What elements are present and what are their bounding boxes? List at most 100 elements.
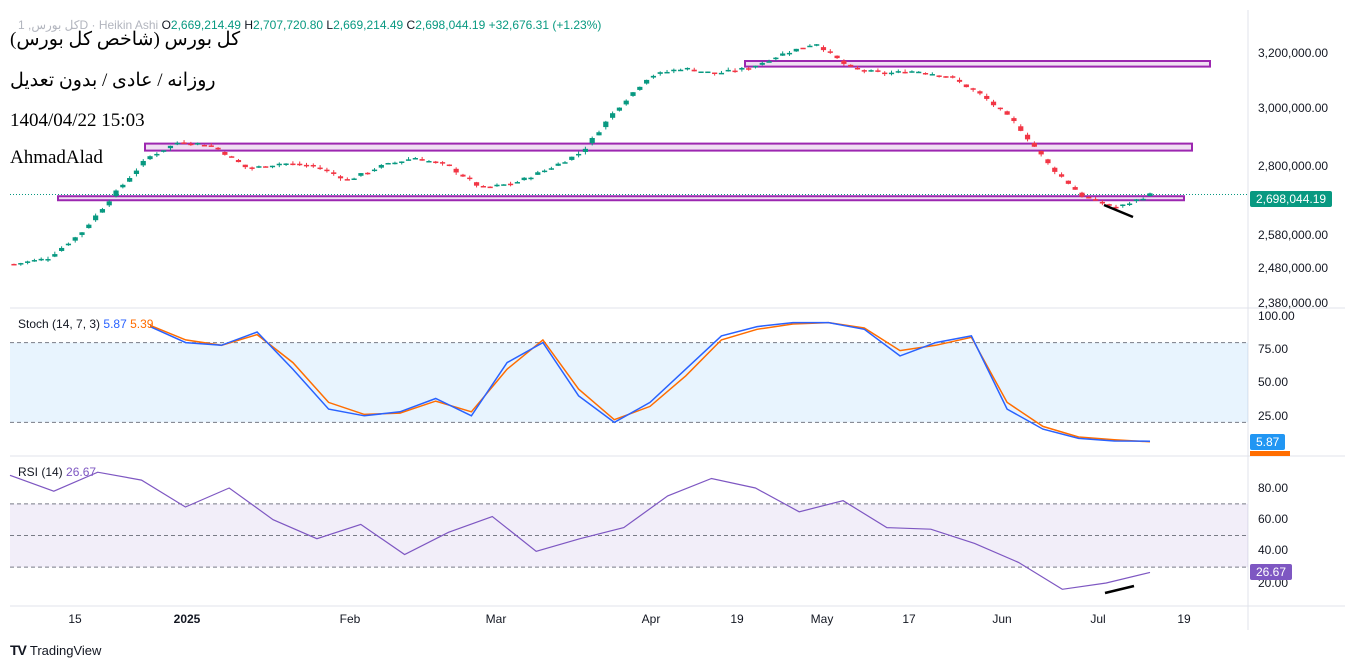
candle-body [1072,187,1078,190]
candle-body [99,209,106,213]
stoch-tick-label: 75.00 [1258,342,1288,356]
candle-body [1058,174,1065,177]
candle-body [242,164,248,168]
candle-body [528,177,534,180]
candle-body [52,254,58,257]
candle-body [834,55,840,59]
candle-body [365,172,371,175]
chart-type-label: Heikin Ashi [98,18,159,32]
candle-body [575,153,582,156]
candle-body [229,156,235,158]
candle-body [854,67,861,70]
rsi-legend: RSI (14) 26.67 [18,465,96,479]
stoch-k-line [149,321,1151,442]
symbol-label[interactable]: کل بورس, 1D [18,18,89,32]
rsi-tick-label: 80.00 [1258,481,1288,495]
high-value: 2,707,720.80 [253,18,324,32]
candle-body [956,79,963,82]
ohlc-legend: کل بورس, 1D · Heikin Ashi O2,669,214.49 … [18,18,602,32]
stoch-legend: Stoch (14, 7, 3) 5.87 5.39 [18,317,153,331]
price-tick-label: 2,380,000.00 [1258,296,1328,310]
candle-body [671,69,677,72]
candle-body [541,170,548,173]
tradingview-mark-icon: TV [10,642,27,658]
candle-body [507,183,514,186]
candle-body [535,172,541,175]
candle-body [93,215,99,221]
time-axis-label: 17 [902,612,916,626]
candle-body [405,159,412,161]
time-axis-label: Feb [340,612,361,626]
candle-body [739,67,745,70]
price-tick-label: 2,480,000.00 [1258,261,1328,275]
candle-body [1024,134,1031,140]
close-label: C [406,18,416,32]
candle-body [943,76,949,78]
candle-body [317,167,323,170]
candle-body [86,224,92,229]
candle-body [916,71,922,74]
candle-body [596,132,602,136]
candle-body [895,71,901,73]
time-axis-label: Jul [1090,612,1105,626]
time-axis-label: May [811,612,834,626]
candle-body [684,67,691,70]
candle-body [562,162,568,164]
price-tick-label: 3,000,000.00 [1258,101,1328,115]
candle-body [480,186,486,188]
candle-body [181,142,187,144]
candle-body [882,72,888,75]
candle-body [950,76,956,78]
candle-body [25,261,31,263]
candle-body [473,182,480,186]
candle-body [861,70,867,72]
candle-body [936,75,942,77]
candle-body [630,92,636,96]
candle-body [909,71,915,73]
candle-body [773,57,779,60]
rsi-label[interactable]: RSI (14) [18,465,63,479]
candle-body [793,48,799,52]
rsi-tick-label: 40.00 [1258,543,1288,557]
price-tick-label: 3,200,000.00 [1258,46,1328,60]
candle-body [984,95,990,99]
candle-body [1045,159,1051,164]
candle-body [290,163,296,166]
candle-body [610,113,616,118]
candle-body [222,151,228,155]
low-label: L [326,18,334,32]
tradingview-logo[interactable]: TV TradingView [10,642,101,658]
candle-body [1147,193,1153,197]
candle-body [467,177,473,180]
candle-body [637,86,643,90]
candle-body [140,160,146,166]
chart-author: AhmadAlad [10,147,103,168]
stoch-label[interactable]: Stoch (14, 7, 3) [18,317,101,331]
chart-datetime: 1404/04/22 15:03 [10,110,145,131]
change-value: +32,676.31 (+1.23%) [488,18,602,32]
candle-body [72,237,78,241]
candle-body [1126,203,1133,206]
candle-body [385,163,391,165]
candle-body [263,166,269,168]
candle-body [79,232,85,235]
candle-body [963,84,969,88]
candle-body [154,153,160,156]
candle-body [718,72,725,75]
candle-body [1106,204,1112,206]
candle-body [759,62,765,65]
candle-body [276,163,282,166]
candle-body [1120,204,1126,207]
candle-body [555,163,561,166]
candle-body [582,148,589,152]
candle-body [392,162,398,165]
candle-body [439,162,446,164]
candle-body [1140,198,1146,201]
candle-body [1133,199,1139,201]
candle-body [875,70,881,72]
high-label: H [244,18,253,32]
candle-body [841,60,847,64]
candle-body [208,145,214,147]
price-tick-label: 2,580,000.00 [1258,228,1328,242]
